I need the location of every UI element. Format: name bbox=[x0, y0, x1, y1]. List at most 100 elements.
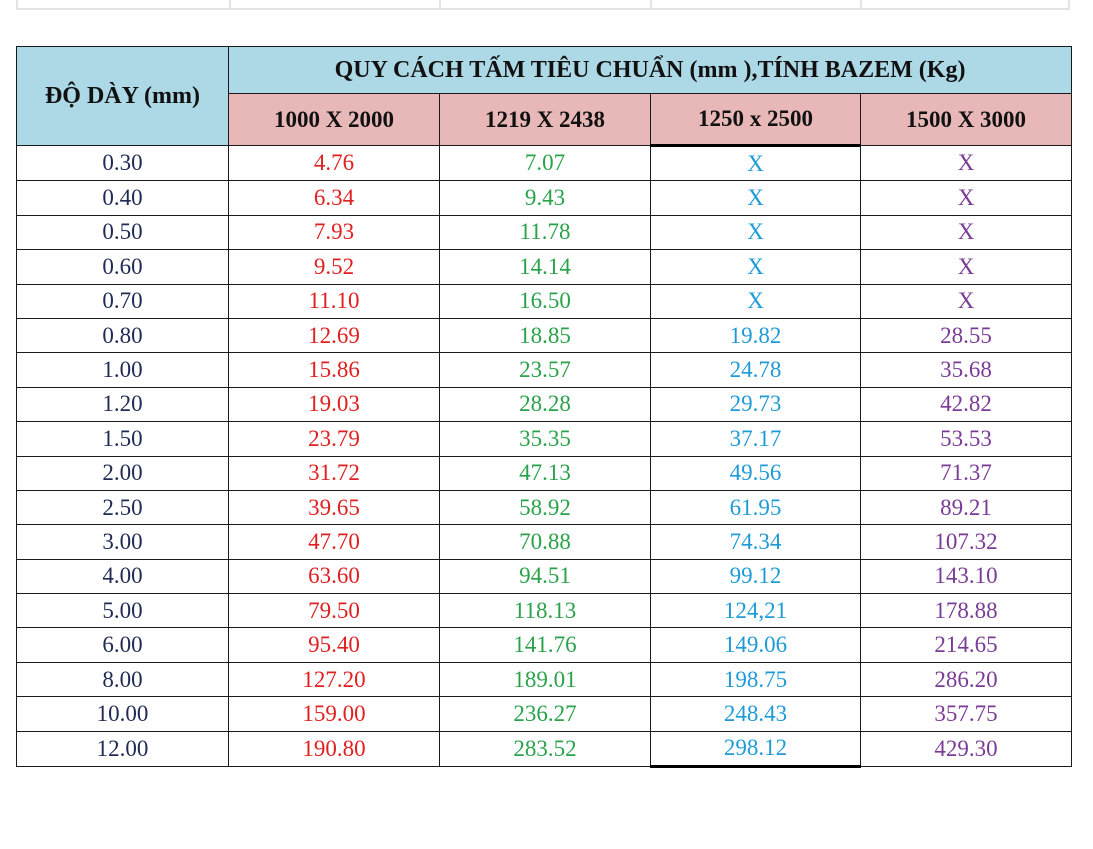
weight-cell-1219x2438: 9.43 bbox=[439, 180, 651, 216]
weight-cell-1000x2000: 63.60 bbox=[228, 558, 440, 595]
weight-cell-1000x2000: 9.52 bbox=[228, 249, 440, 285]
table-row: 0.70 11.10 16.50 X X bbox=[16, 283, 1073, 319]
weight-cell-1250x2500: 124,21 bbox=[650, 593, 861, 629]
weight-cell-1500x3000: 178.88 bbox=[859, 593, 1073, 629]
weight-cell-1219x2438: 141.76 bbox=[439, 627, 651, 663]
weight-cell-1000x2000: 79.50 bbox=[228, 593, 440, 629]
weight-cell-1250x2500: X bbox=[650, 180, 861, 216]
table-row: 1.00 15.86 23.57 24.78 35.68 bbox=[16, 352, 1073, 388]
weight-cell-1250x2500: 19.82 bbox=[650, 317, 861, 354]
thickness-cell: 2.50 bbox=[16, 489, 229, 526]
weight-cell-1000x2000: 190.80 bbox=[228, 730, 440, 768]
table-body: 0.30 4.76 7.07 X X 0.40 6.34 9.43 X X 0.50 7.93 11.7… bbox=[16, 144, 1073, 769]
thickness-cell: 1.50 bbox=[16, 421, 229, 457]
thickness-cell: 5.00 bbox=[16, 593, 229, 629]
weight-cell-1250x2500: X bbox=[650, 214, 861, 251]
weight-cell-1000x2000: 7.93 bbox=[228, 214, 440, 251]
weight-cell-1250x2500: X bbox=[650, 144, 861, 182]
weight-cell-1500x3000: 286.20 bbox=[859, 661, 1073, 698]
weight-cell-1000x2000: 95.40 bbox=[228, 627, 440, 663]
thickness-cell: 0.70 bbox=[16, 283, 229, 319]
weight-cell-1219x2438: 283.52 bbox=[439, 730, 651, 768]
weight-cell-1000x2000: 12.69 bbox=[228, 317, 440, 354]
thickness-cell: 4.00 bbox=[16, 558, 229, 595]
table-row: 10.00 159.00 236.27 248.43 357.75 bbox=[16, 696, 1073, 732]
weight-cell-1500x3000: 143.10 bbox=[859, 558, 1073, 595]
weight-cell-1500x3000: 28.55 bbox=[859, 317, 1073, 354]
table-row: 3.00 47.70 70.88 74.34 107.32 bbox=[16, 524, 1073, 560]
thickness-cell: 3.00 bbox=[16, 524, 229, 560]
thickness-cell: 1.00 bbox=[16, 352, 229, 388]
weight-cell-1219x2438: 94.51 bbox=[439, 558, 651, 595]
weight-cell-1219x2438: 18.85 bbox=[439, 317, 651, 354]
weight-cell-1000x2000: 127.20 bbox=[228, 661, 440, 698]
weight-cell-1500x3000: 357.75 bbox=[859, 696, 1073, 732]
weight-cell-1219x2438: 47.13 bbox=[439, 455, 651, 491]
thickness-cell: 0.40 bbox=[16, 180, 229, 216]
table-row: 0.50 7.93 11.78 X X bbox=[16, 214, 1073, 251]
weight-cell-1000x2000: 4.76 bbox=[228, 144, 440, 182]
table-row: 2.00 31.72 47.13 49.56 71.37 bbox=[16, 455, 1073, 491]
weight-cell-1500x3000: 89.21 bbox=[859, 489, 1073, 526]
weight-cell-1000x2000: 11.10 bbox=[228, 283, 440, 319]
weight-cell-1250x2500: 149.06 bbox=[650, 627, 861, 663]
weight-cell-1219x2438: 58.92 bbox=[439, 489, 651, 526]
previous-table-edge bbox=[16, 0, 1070, 10]
weight-cell-1500x3000: 429.30 bbox=[859, 730, 1073, 768]
thickness-cell: 1.20 bbox=[16, 386, 229, 423]
weight-cell-1500x3000: X bbox=[859, 249, 1073, 285]
weight-cell-1000x2000: 6.34 bbox=[228, 180, 440, 216]
weight-cell-1500x3000: X bbox=[859, 283, 1073, 319]
size-header-1250x2500: 1250 x 2500 bbox=[650, 93, 861, 147]
weight-cell-1000x2000: 47.70 bbox=[228, 524, 440, 560]
weight-cell-1500x3000: X bbox=[859, 180, 1073, 216]
table-row: 1.50 23.79 35.35 37.17 53.53 bbox=[16, 421, 1073, 457]
table-row: 4.00 63.60 94.51 99.12 143.10 bbox=[16, 558, 1073, 595]
weight-cell-1250x2500: 99.12 bbox=[650, 558, 861, 595]
weight-cell-1250x2500: 198.75 bbox=[650, 661, 861, 698]
table-row: 0.80 12.69 18.85 19.82 28.55 bbox=[16, 317, 1073, 354]
weight-cell-1500x3000: 214.65 bbox=[859, 627, 1073, 663]
table-row: 0.60 9.52 14.14 X X bbox=[16, 249, 1073, 285]
table-row: 5.00 79.50 118.13 124,21 178.88 bbox=[16, 593, 1073, 629]
weight-cell-1250x2500: 61.95 bbox=[650, 489, 861, 526]
weight-cell-1250x2500: 74.34 bbox=[650, 524, 861, 560]
weight-cell-1219x2438: 14.14 bbox=[439, 249, 651, 285]
weight-cell-1250x2500: X bbox=[650, 283, 861, 319]
weight-cell-1000x2000: 31.72 bbox=[228, 455, 440, 491]
table-row: 0.30 4.76 7.07 X X bbox=[16, 144, 1073, 182]
weight-cell-1250x2500: 37.17 bbox=[650, 421, 861, 457]
thickness-cell: 8.00 bbox=[16, 661, 229, 698]
weight-cell-1219x2438: 16.50 bbox=[439, 283, 651, 319]
weight-cell-1250x2500: 49.56 bbox=[650, 455, 861, 491]
weight-cell-1219x2438: 28.28 bbox=[439, 386, 651, 423]
thickness-cell: 2.00 bbox=[16, 455, 229, 491]
table-row: 6.00 95.40 141.76 149.06 214.65 bbox=[16, 627, 1073, 663]
thickness-cell: 12.00 bbox=[16, 730, 229, 768]
weight-cell-1219x2438: 189.01 bbox=[439, 661, 651, 698]
size-header-1219x2438: 1219 X 2438 bbox=[439, 93, 651, 146]
table-row: 1.20 19.03 28.28 29.73 42.82 bbox=[16, 386, 1073, 423]
weight-cell-1250x2500: 298.12 bbox=[650, 730, 861, 769]
weight-cell-1250x2500: 24.78 bbox=[650, 352, 861, 388]
weight-cell-1000x2000: 19.03 bbox=[228, 386, 440, 423]
weight-cell-1219x2438: 7.07 bbox=[439, 144, 651, 182]
header-row-sizes: 1000 X 2000 1219 X 2438 1250 x 2500 1500… bbox=[17, 93, 1073, 147]
weight-cell-1219x2438: 23.57 bbox=[439, 352, 651, 388]
weight-cell-1219x2438: 70.88 bbox=[439, 524, 651, 560]
weight-cell-1219x2438: 236.27 bbox=[439, 696, 651, 732]
thickness-cell: 0.80 bbox=[16, 317, 229, 354]
spec-header: QUY CÁCH TẤM TIÊU CHUẨN (mm ),TÍNH BAZEM… bbox=[227, 46, 1073, 94]
weight-cell-1500x3000: 42.82 bbox=[859, 386, 1073, 423]
thickness-cell: 6.00 bbox=[16, 627, 229, 663]
header-row-main: ĐỘ DÀY (mm) QUY CÁCH TẤM TIÊU CHUẨN (mm … bbox=[16, 46, 1073, 146]
weight-cell-1000x2000: 159.00 bbox=[228, 696, 440, 732]
thickness-cell: 0.30 bbox=[16, 144, 229, 182]
size-header-1500x3000: 1500 X 3000 bbox=[859, 93, 1073, 146]
weight-cell-1000x2000: 23.79 bbox=[228, 421, 440, 457]
table-row: 12.00 190.80 283.52 298.12 429.30 bbox=[16, 730, 1073, 769]
weight-cell-1250x2500: X bbox=[650, 249, 861, 285]
weight-cell-1219x2438: 11.78 bbox=[439, 214, 651, 251]
weight-cell-1500x3000: 71.37 bbox=[859, 455, 1073, 491]
sheet-weight-table: ĐỘ DÀY (mm) QUY CÁCH TẤM TIÊU CHUẨN (mm … bbox=[16, 46, 1073, 769]
